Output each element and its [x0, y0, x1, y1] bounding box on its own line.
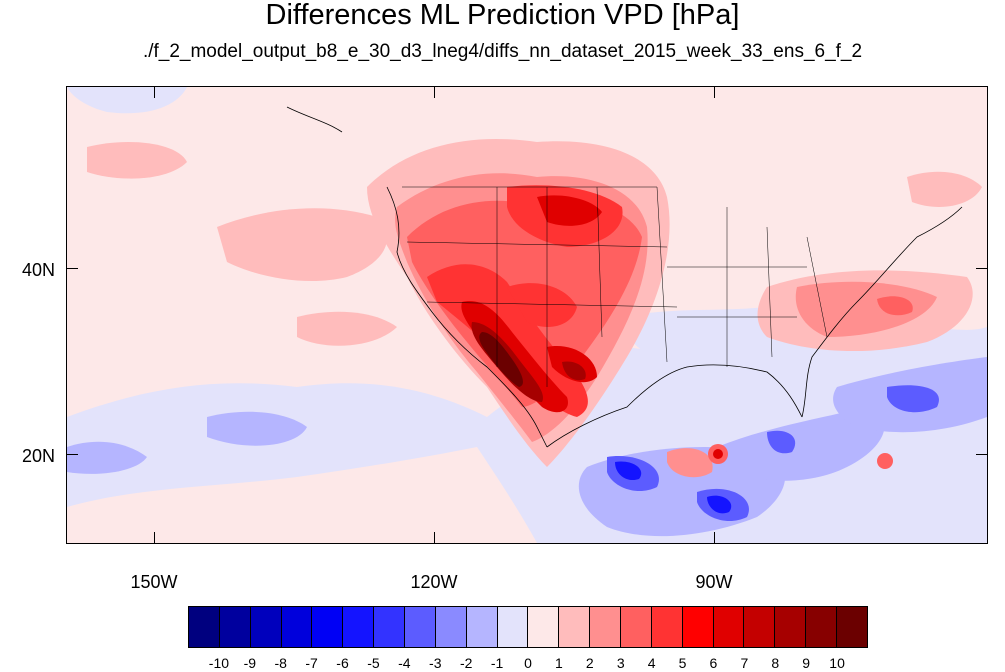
lat-label-20n: 20N: [22, 446, 56, 466]
colorbar-cell: [682, 607, 714, 647]
colorbar-label: -1: [490, 655, 504, 671]
colorbar-cell: [189, 607, 220, 647]
lon-label-120w: 120W: [410, 572, 458, 592]
vpd-difference-field: [67, 87, 987, 543]
colorbar-label: 10: [829, 655, 845, 671]
lat-tick-40n-left: [66, 268, 78, 269]
colorbar-cell: [651, 607, 683, 647]
coastlines: [286, 106, 963, 448]
colorbar-label: -4: [398, 655, 411, 671]
map-title: Differences ML Prediction VPD [hPa]: [265, 0, 740, 31]
colorbar-label: 7: [740, 655, 749, 671]
lat-tick-20n-right: [976, 454, 988, 455]
colorbar-cell: [806, 607, 838, 647]
colorbar-cell: [281, 607, 313, 647]
positive-max-areas: [479, 332, 523, 387]
colorbar-cell: [435, 607, 467, 647]
negative-extreme-areas: [615, 461, 732, 514]
lon-tick-150w: [154, 532, 155, 544]
negative-moderate-areas: [67, 357, 987, 537]
colorbar-label: -8: [274, 655, 287, 671]
colorbar-cell: [744, 607, 776, 647]
colorbar-label: 9: [802, 655, 811, 671]
colorbar-cell: [250, 607, 282, 647]
lon-tick-90w: [714, 532, 715, 544]
colorbar-label: 6: [709, 655, 718, 671]
colorbar-cell: [466, 607, 498, 647]
colorbar-label: 4: [647, 655, 656, 671]
colorbar-cell: [713, 607, 745, 647]
colorbar-label: 8: [771, 655, 780, 671]
red-spot-caribbean: [877, 453, 893, 469]
colorbar-label: 3: [616, 655, 625, 671]
lon-tick-120w: [434, 532, 435, 544]
colorbar-label: 1: [555, 655, 563, 671]
colorbar-label: -2: [459, 655, 473, 671]
colorbar-label: -10: [208, 655, 230, 671]
colorbar-label: 0: [524, 655, 532, 671]
colorbar-cell: [775, 607, 807, 647]
lon-tick-90w-top: [714, 86, 715, 98]
colorbar-cell: [837, 607, 867, 647]
lon-label-150w: 150W: [130, 572, 178, 592]
colorbar-cell: [219, 607, 251, 647]
lon-tick-120w-top: [434, 86, 435, 98]
red-spot-gulf-core: [713, 449, 723, 459]
state-boundaries: [402, 186, 828, 387]
colorbar-label: -5: [367, 655, 380, 671]
colorbar: [188, 606, 868, 648]
colorbar-label: -7: [305, 655, 318, 671]
colorbar-label: -3: [429, 655, 442, 671]
colorbar-cell: [405, 607, 436, 647]
map-panel: [66, 86, 988, 544]
lon-tick-150w-top: [154, 86, 155, 98]
colorbar-label: -6: [336, 655, 349, 671]
colorbar-cell: [374, 607, 406, 647]
colorbar-cell: [528, 607, 560, 647]
colorbar-label: 2: [585, 655, 594, 671]
colorbar-cell: [621, 607, 652, 647]
colorbar-label: 5: [678, 655, 687, 671]
lon-label-90w: 90W: [695, 572, 733, 592]
colorbar-cell: [343, 607, 375, 647]
colorbar-cell: [312, 607, 344, 647]
colorbar-cell: [497, 607, 529, 647]
colorbar-cell: [559, 607, 591, 647]
lat-label-40n: 40N: [22, 260, 56, 280]
colorbar-label: -9: [243, 655, 257, 671]
colorbar-cell: [590, 607, 622, 647]
map-subtitle: ./f_2_model_output_b8_e_30_d3_lneg4/diff…: [142, 41, 863, 62]
lat-tick-20n-left: [66, 454, 78, 455]
lat-tick-40n-right: [976, 268, 988, 269]
